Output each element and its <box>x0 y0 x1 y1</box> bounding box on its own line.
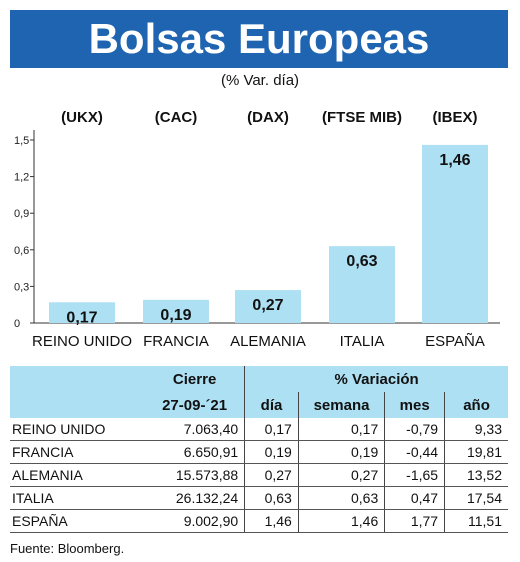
cell-mes: -0,79 <box>384 418 445 441</box>
index-label: (IBEX) <box>433 109 478 126</box>
cell-mes: -0,44 <box>384 440 445 464</box>
y-tick-label: 0,9 <box>14 208 29 220</box>
category-label: ESPAÑA <box>425 333 485 350</box>
cell-name: REINO UNIDO <box>10 418 146 441</box>
category-label: REINO UNIDO <box>32 333 132 350</box>
cell-ano: 11,51 <box>444 509 508 533</box>
header-ano: año <box>444 392 508 418</box>
header-date: 27-09-´21 <box>145 392 245 418</box>
cell-ano: 9,33 <box>444 418 508 441</box>
title-bar: Bolsas Europeas <box>10 10 508 68</box>
value-label: 0,17 <box>66 309 97 326</box>
cell-name: ESPAÑA <box>10 509 146 533</box>
header-semana: semana <box>297 392 385 418</box>
cell-cierre: 15.573,88 <box>145 463 245 487</box>
cell-ano: 17,54 <box>444 486 508 510</box>
header-blank-2 <box>10 392 146 418</box>
bar <box>143 299 209 323</box>
bar <box>422 144 488 323</box>
cell-dia: 0,17 <box>244 418 299 441</box>
value-label: 1,46 <box>439 152 470 169</box>
index-label: (FTSE MIB) <box>322 109 402 126</box>
index-label: (DAX) <box>247 109 289 126</box>
stock-table: Cierre % Variación 27-09-´21 día semana … <box>10 366 508 533</box>
bar <box>235 290 301 323</box>
cell-name: ALEMANIA <box>10 463 146 487</box>
category-label: FRANCIA <box>143 333 209 350</box>
value-label: 0,63 <box>346 253 377 270</box>
cell-mes: 1,77 <box>384 509 445 533</box>
cell-dia: 1,46 <box>244 509 299 533</box>
y-tick-label: 0,6 <box>14 245 29 257</box>
header-cierre: Cierre <box>145 366 245 392</box>
cell-ano: 19,81 <box>444 440 508 464</box>
bar-chart: 0 0,3 0,6 0,9 1,2 1,5 (UKX) 0,17 REINO UNIDO (CAC… <box>14 109 500 350</box>
table-row: ITALIA 26.132,24 0,63 0,63 0,47 17,54 <box>10 486 508 510</box>
bar <box>329 246 395 323</box>
y-tick-label: 0 <box>14 318 20 330</box>
cell-name: FRANCIA <box>10 440 146 464</box>
y-tick-label: 0,3 <box>14 281 29 293</box>
cell-semana: 0,27 <box>297 463 385 487</box>
cell-dia: 0,63 <box>244 486 299 510</box>
cell-mes: -1,65 <box>384 463 445 487</box>
table-row: FRANCIA 6.650,91 0,19 0,19 -0,44 19,81 <box>10 440 508 464</box>
value-label: 0,27 <box>252 297 283 314</box>
y-tick-label: 1,2 <box>14 172 29 184</box>
index-label: (UKX) <box>61 109 103 126</box>
table-row: ALEMANIA 15.573,88 0,27 0,27 -1,65 13,52 <box>10 463 508 487</box>
cell-semana: 0,19 <box>297 440 385 464</box>
cell-semana: 0,63 <box>297 486 385 510</box>
category-label: ITALIA <box>340 333 385 350</box>
y-tick-label: 1,5 <box>14 135 29 147</box>
cell-mes: 0,47 <box>384 486 445 510</box>
category-label: ALEMANIA <box>230 333 306 350</box>
table-row: ESPAÑA 9.002,90 1,46 1,46 1,77 11,51 <box>10 509 508 533</box>
cell-cierre: 9.002,90 <box>145 509 245 533</box>
cell-semana: 0,17 <box>297 418 385 441</box>
source-note: Fuente: Bloomberg. <box>10 541 125 556</box>
cell-cierre: 7.063,40 <box>145 418 245 441</box>
value-label: 0,19 <box>160 307 191 324</box>
header-blank <box>10 366 146 392</box>
cell-dia: 0,19 <box>244 440 299 464</box>
cell-name: ITALIA <box>10 486 146 510</box>
index-label: (CAC) <box>155 109 198 126</box>
header-dia: día <box>244 392 299 418</box>
chart-title: Bolsas Europeas <box>88 15 430 62</box>
cell-cierre: 6.650,91 <box>145 440 245 464</box>
chart-subtitle: (% Var. día) <box>220 72 300 89</box>
cell-dia: 0,27 <box>244 463 299 487</box>
header-mes: mes <box>384 392 445 418</box>
table-row: REINO UNIDO 7.063,40 0,17 0,17 -0,79 9,33 <box>10 418 508 441</box>
cell-cierre: 26.132,24 <box>145 486 245 510</box>
header-variacion: % Variación <box>244 366 508 392</box>
bar <box>49 302 115 323</box>
cell-semana: 1,46 <box>297 509 385 533</box>
cell-ano: 13,52 <box>444 463 508 487</box>
